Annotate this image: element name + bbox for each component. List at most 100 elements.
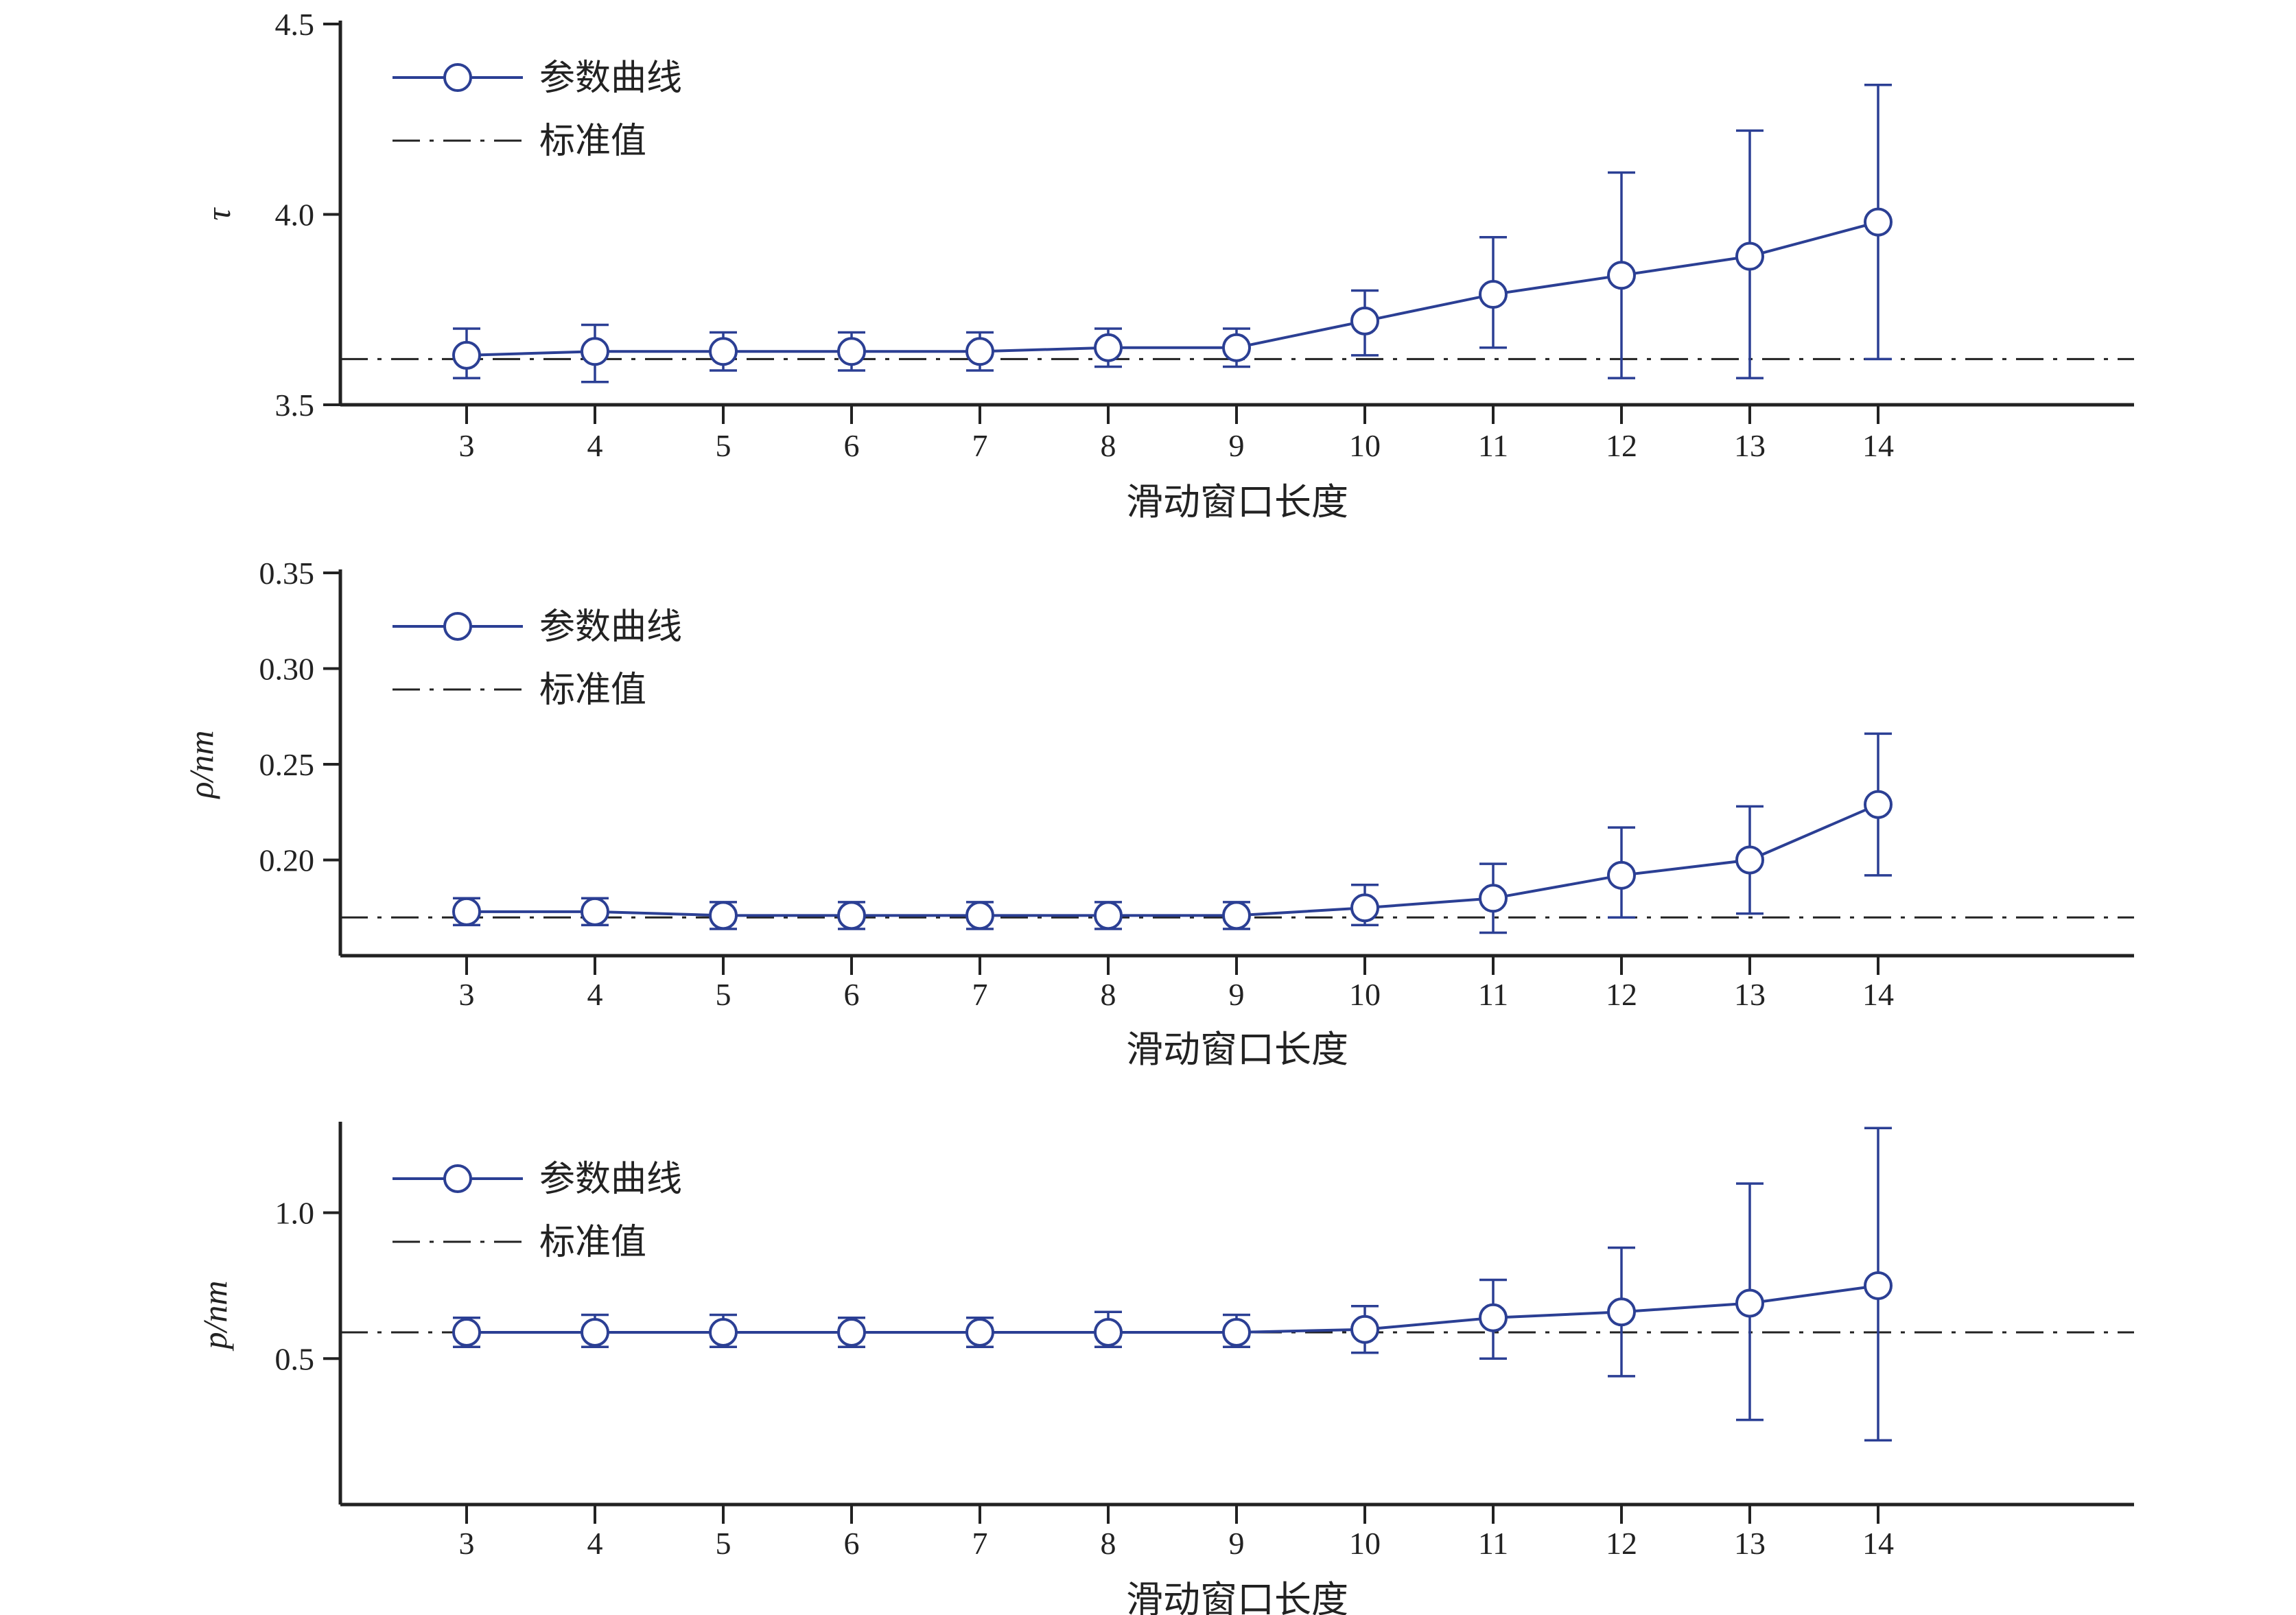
data-point [1222,901,1251,930]
x-tick-label: 12 [1606,1526,1637,1561]
data-point [581,1318,609,1347]
x-tick-label: 12 [1606,977,1637,1012]
x-tick-label: 7 [972,1526,988,1561]
y-axis-label: p/nm [196,1281,234,1352]
legend-reference-label: 标准值 [539,1223,646,1262]
data-point [1350,1315,1379,1344]
data-point [1350,893,1379,923]
data-point [1350,306,1379,335]
x-tick-label: 13 [1734,1526,1766,1561]
y-tick-label: 0.20 [259,843,315,878]
x-tick-label: 13 [1734,428,1766,463]
x-tick-label: 14 [1862,977,1894,1012]
x-tick-label: 8 [1101,1526,1116,1561]
legend-series-marker [443,63,472,92]
x-tick-label: 4 [587,428,603,463]
data-point [1222,333,1251,362]
data-point [1222,1318,1251,1347]
x-tick-label: 11 [1478,428,1508,463]
data-point [1864,1271,1893,1300]
x-tick-label: 12 [1606,428,1637,463]
x-axis-label: 滑动窗口长度 [1126,1029,1348,1070]
data-point [452,897,481,926]
data-point [1864,790,1893,819]
x-tick-label: 8 [1101,977,1116,1012]
x-tick-label: 3 [459,1526,475,1561]
legend-series-marker [443,612,472,641]
data-point [1479,884,1508,913]
x-tick-label: 9 [1229,1526,1245,1561]
data-point [965,337,994,366]
data-point [965,1318,994,1347]
data-point [709,337,738,366]
x-tick-label: 9 [1229,977,1245,1012]
x-tick-label: 6 [844,428,860,463]
y-tick-label: 0.25 [259,747,315,782]
x-tick-label: 14 [1862,1526,1894,1561]
data-point [837,337,866,366]
series-line [467,803,1879,917]
x-tick-label: 5 [716,977,731,1012]
x-tick-label: 5 [716,428,731,463]
x-tick-label: 10 [1349,1526,1381,1561]
data-point [1735,241,1764,271]
legend-series-label: 参数曲线 [539,608,682,647]
x-tick-label: 4 [587,977,603,1012]
data-point [452,340,481,370]
data-point [1094,1318,1123,1347]
legend-reference-label: 标准值 [539,122,646,161]
data-point [1479,280,1508,309]
data-point [709,1318,738,1347]
data-point [1607,860,1636,890]
series-line [466,220,1879,357]
data-point [1864,207,1893,237]
data-point [452,1318,481,1347]
data-point [1735,1288,1764,1318]
data-point [581,897,609,926]
legend-reference-label: 标准值 [539,671,646,710]
legend-series-marker [443,1164,472,1193]
y-axis-label: τ [199,207,237,220]
data-point [1094,333,1123,362]
x-axis-label: 滑动窗口长度 [1126,482,1348,523]
y-tick-label: 0.35 [259,556,315,591]
data-point [1607,261,1636,290]
legend-series-label: 参数曲线 [539,1160,682,1199]
x-tick-label: 8 [1101,428,1116,463]
x-tick-label: 9 [1229,428,1245,463]
legend-series-label: 参数曲线 [539,59,682,98]
data-point [1735,845,1764,875]
y-tick-label: 1.0 [275,1196,315,1231]
y-tick-label: 0.30 [259,652,315,687]
x-tick-label: 5 [716,1526,731,1561]
y-tick-label: 4.0 [275,198,315,233]
x-tick-label: 7 [972,977,988,1012]
x-tick-label: 3 [459,977,475,1012]
data-point [837,901,866,930]
x-tick-label: 11 [1478,977,1508,1012]
data-point [965,901,994,930]
data-point [709,901,738,930]
data-point [581,337,609,366]
x-tick-label: 6 [844,1526,860,1561]
series-line [467,1284,1879,1334]
data-point [1094,901,1123,930]
x-tick-label: 13 [1734,977,1766,1012]
y-tick-label: 3.5 [275,388,315,423]
x-axis-label: 滑动窗口长度 [1126,1579,1348,1615]
x-tick-label: 10 [1349,428,1381,463]
data-point [1607,1297,1636,1327]
x-tick-label: 3 [459,428,475,463]
x-tick-label: 7 [972,428,988,463]
x-tick-label: 6 [844,977,860,1012]
x-tick-label: 4 [587,1526,603,1561]
x-tick-label: 10 [1349,977,1381,1012]
data-point [1479,1303,1508,1332]
y-tick-label: 0.5 [275,1341,315,1376]
